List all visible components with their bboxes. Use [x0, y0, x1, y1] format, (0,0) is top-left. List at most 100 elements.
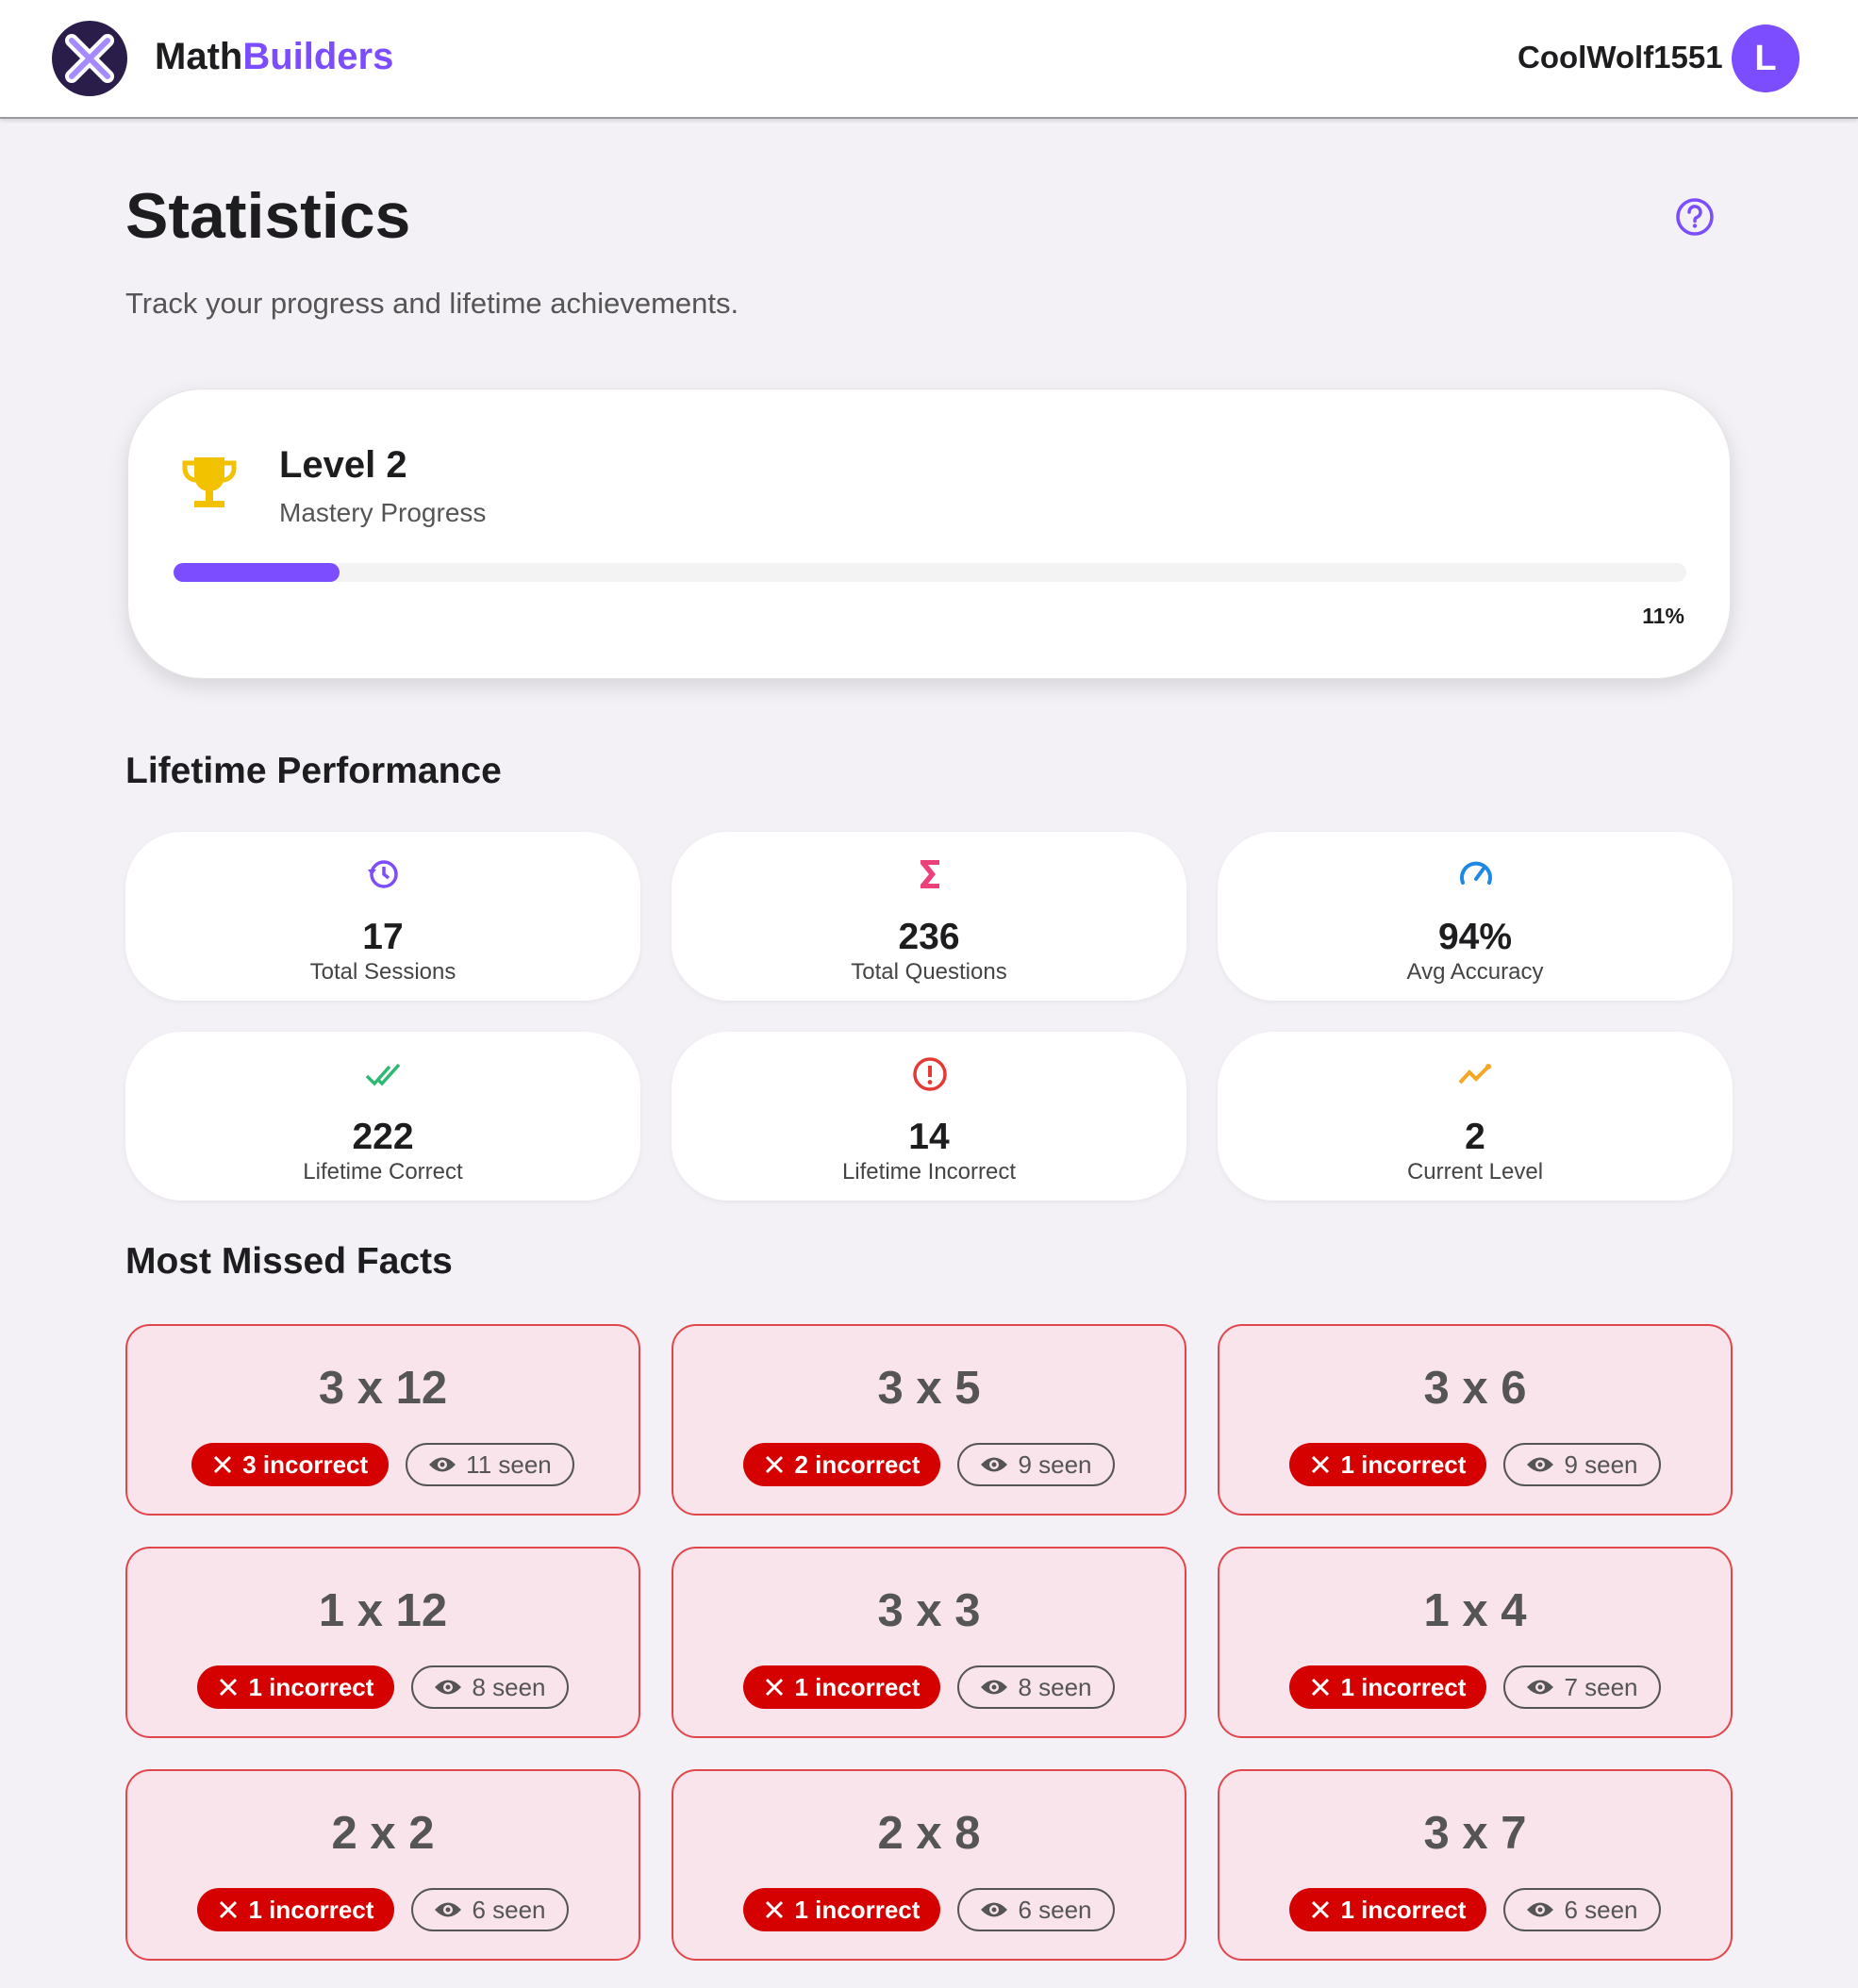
stat-icon	[921, 860, 939, 888]
eye-icon	[981, 1680, 1008, 1695]
page-subtitle: Track your progress and lifetime achieve…	[125, 287, 739, 320]
progress-label: 11%	[1642, 604, 1684, 628]
incorrect-badge: 1 incorrect	[1289, 1443, 1487, 1486]
fact-text: 3 x 3	[877, 1585, 981, 1636]
incorrect-count: 1 incorrect	[1340, 1672, 1467, 1701]
incorrect-count: 1 incorrect	[794, 1895, 921, 1924]
stat-label: Lifetime Correct	[303, 1159, 463, 1185]
stat-value: 14	[908, 1117, 950, 1157]
x-icon	[1312, 1678, 1330, 1697]
fact-card: 3 x 6 1 incorrect 9 seen	[1218, 1324, 1733, 1516]
eye-icon	[981, 1457, 1008, 1472]
fact-text: 3 x 5	[877, 1363, 981, 1414]
level-card: Level 2 Mastery Progress 11%	[127, 389, 1731, 679]
level-subtitle: Mastery Progress	[279, 498, 487, 527]
stat-label: Total Sessions	[309, 959, 456, 985]
eye-icon	[429, 1457, 456, 1472]
fact-badges: 1 incorrect 6 seen	[1219, 1888, 1731, 1931]
avatar[interactable]: L	[1732, 25, 1800, 92]
fact-badges: 3 incorrect 11 seen	[127, 1443, 639, 1486]
fact-badges: 2 incorrect 9 seen	[673, 1443, 1185, 1486]
stat-icon	[913, 1057, 947, 1091]
fact-text: 3 x 12	[318, 1363, 448, 1414]
header: MathBuilders CoolWolf1551 L	[0, 0, 1858, 119]
seen-badge: 8 seen	[411, 1665, 569, 1709]
stat-icon	[368, 860, 398, 888]
fact-badges: 1 incorrect 8 seen	[127, 1665, 639, 1709]
fact-card: 1 x 12 1 incorrect 8 seen	[125, 1547, 640, 1738]
stat-value: 17	[362, 917, 404, 957]
username: CoolWolf1551	[1518, 40, 1723, 75]
eye-icon	[981, 1902, 1008, 1917]
level-title: Level 2	[279, 444, 407, 486]
section-title: Most Missed Facts	[125, 1241, 453, 1282]
logo[interactable]	[51, 20, 128, 97]
incorrect-badge: 1 incorrect	[743, 1665, 941, 1709]
stat-card: 2 Current Level	[1218, 1032, 1733, 1201]
fact-badges: 1 incorrect 9 seen	[1219, 1443, 1731, 1486]
eye-icon	[1527, 1457, 1554, 1472]
incorrect-badge: 1 incorrect	[1289, 1665, 1487, 1709]
seen-badge: 6 seen	[1503, 1888, 1661, 1931]
x-icon	[766, 1455, 784, 1474]
fact-text: 1 x 12	[318, 1585, 448, 1636]
stat-icon	[365, 1063, 401, 1086]
page-title: Statistics	[125, 180, 411, 252]
seen-count: 6 seen	[472, 1895, 546, 1924]
seen-count: 9 seen	[1564, 1450, 1638, 1479]
incorrect-count: 3 incorrect	[242, 1450, 369, 1479]
stat-icon	[1458, 1064, 1491, 1085]
eye-icon	[1527, 1902, 1554, 1917]
stat-card: 14 Lifetime Incorrect	[672, 1032, 1186, 1201]
incorrect-badge: 1 incorrect	[197, 1888, 395, 1931]
incorrect-count: 1 incorrect	[1340, 1450, 1467, 1479]
fact-text: 1 x 4	[1423, 1585, 1527, 1636]
seen-count: 11 seen	[466, 1450, 552, 1479]
seen-count: 8 seen	[472, 1672, 546, 1701]
eye-icon	[435, 1902, 462, 1917]
fact-card: 2 x 8 1 incorrect 6 seen	[672, 1769, 1186, 1961]
seen-badge: 7 seen	[1503, 1665, 1661, 1709]
seen-badge: 6 seen	[957, 1888, 1115, 1931]
stat-card: 17 Total Sessions	[125, 832, 640, 1001]
incorrect-count: 1 incorrect	[248, 1672, 374, 1701]
brand[interactable]: MathBuilders	[155, 36, 393, 78]
x-icon	[766, 1900, 784, 1919]
stat-card: 222 Lifetime Correct	[125, 1032, 640, 1201]
trophy-icon	[182, 457, 237, 507]
x-icon	[220, 1900, 238, 1919]
stat-value: 94%	[1437, 917, 1513, 957]
section-title: Lifetime Performance	[125, 751, 502, 791]
stat-card: 236 Total Questions	[672, 832, 1186, 1001]
help-button[interactable]	[1675, 197, 1715, 237]
stat-icon	[1460, 861, 1492, 885]
fact-card: 1 x 4 1 incorrect 7 seen	[1218, 1547, 1733, 1738]
eye-icon	[435, 1680, 462, 1695]
seen-count: 8 seen	[1018, 1672, 1092, 1701]
fact-card: 3 x 7 1 incorrect 6 seen	[1218, 1769, 1733, 1961]
x-icon	[220, 1678, 238, 1697]
fact-text: 3 x 6	[1423, 1363, 1527, 1414]
fact-badges: 1 incorrect 7 seen	[1219, 1665, 1731, 1709]
fact-card: 3 x 5 2 incorrect 9 seen	[672, 1324, 1186, 1516]
brand-first: Math	[155, 36, 243, 77]
x-icon	[1312, 1900, 1330, 1919]
facts-grid: 3 x 12 3 incorrect 11 seen 3 x 5 2 incorrect…	[125, 1324, 1734, 1988]
seen-badge: 9 seen	[957, 1443, 1115, 1486]
x-icon	[1312, 1455, 1330, 1474]
seen-count: 7 seen	[1564, 1672, 1638, 1701]
fact-text: 3 x 7	[1423, 1808, 1527, 1859]
progress-track	[174, 563, 1686, 582]
incorrect-count: 1 incorrect	[248, 1895, 374, 1924]
seen-badge: 9 seen	[1503, 1443, 1661, 1486]
seen-badge: 6 seen	[411, 1888, 569, 1931]
fact-text: 2 x 8	[877, 1808, 981, 1859]
progress-fill	[174, 563, 340, 582]
seen-count: 6 seen	[1018, 1895, 1092, 1924]
eye-icon	[1527, 1680, 1554, 1695]
fact-text: 2 x 2	[331, 1808, 435, 1859]
brand-second: Builders	[242, 36, 394, 77]
incorrect-badge: 1 incorrect	[743, 1888, 941, 1931]
seen-badge: 11 seen	[406, 1443, 574, 1486]
